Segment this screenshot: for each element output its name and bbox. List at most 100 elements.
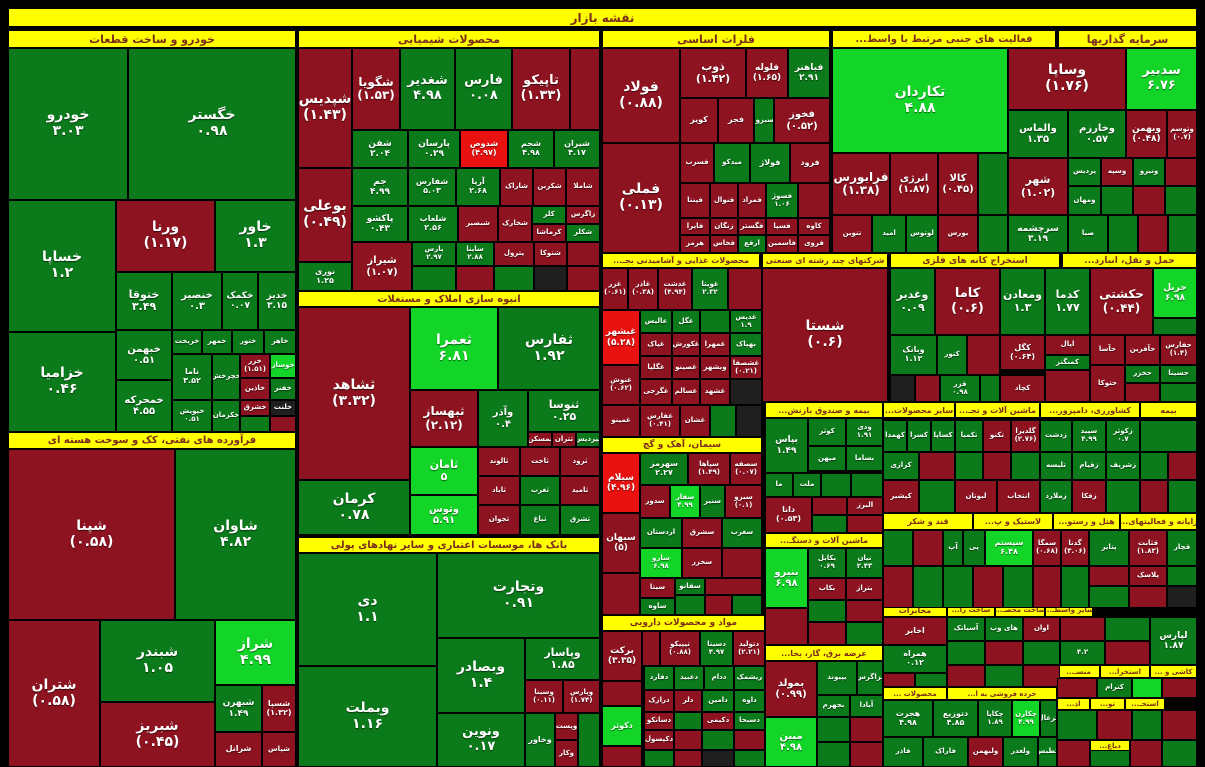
treemap-tile[interactable] — [1140, 420, 1197, 452]
treemap-tile[interactable]: ثامید — [560, 476, 600, 505]
treemap-tile[interactable] — [1133, 186, 1165, 215]
treemap-tile[interactable]: سشرق — [682, 518, 722, 548]
treemap-tile[interactable]: شبهرن ۱.۴۹ — [215, 685, 262, 732]
treemap-tile[interactable] — [602, 681, 642, 706]
treemap-tile[interactable]: شدوص (۴.۹۷) — [460, 130, 508, 168]
treemap-tile[interactable] — [456, 266, 494, 291]
treemap-tile[interactable]: ثامان ۵ — [410, 447, 478, 495]
treemap-tile[interactable]: عالیس — [640, 310, 672, 333]
treemap-tile[interactable] — [955, 452, 983, 480]
treemap-tile[interactable] — [728, 268, 762, 310]
treemap-tile[interactable] — [736, 405, 762, 437]
treemap-tile[interactable]: گلدیرا (۲.۷۶) — [1011, 420, 1040, 452]
treemap-tile[interactable]: ومعادن ۱.۳ — [1000, 268, 1045, 335]
treemap-tile[interactable]: تیپیکو (۰.۸۸) — [660, 631, 700, 666]
treemap-tile[interactable]: سفار ۴.۹۹ — [670, 485, 700, 518]
treemap-tile[interactable]: سیستم ۶.۴۸ — [985, 530, 1033, 566]
treemap-tile[interactable] — [567, 266, 600, 291]
treemap-tile[interactable]: غفارس (۰.۴۱) — [640, 405, 680, 437]
treemap-tile[interactable]: وپست — [555, 713, 578, 740]
treemap-tile[interactable]: فاراک — [923, 737, 968, 767]
treemap-tile[interactable]: کالا (۰.۴۵) — [938, 153, 978, 215]
treemap-tile[interactable] — [1125, 383, 1160, 402]
treemap-tile[interactable]: فباهنر ۲.۹۱ — [788, 48, 830, 98]
treemap-tile[interactable] — [978, 153, 1008, 215]
treemap-tile[interactable]: حتوکا — [1090, 365, 1125, 402]
treemap-tile[interactable]: شتران (۰.۵۸) — [8, 620, 100, 767]
treemap-tile[interactable] — [674, 730, 702, 750]
treemap-tile[interactable]: شرانل — [215, 732, 262, 767]
treemap-tile[interactable]: های وب — [985, 617, 1023, 641]
treemap-tile[interactable]: سنیر — [700, 485, 725, 518]
treemap-tile[interactable]: سدور — [640, 485, 670, 518]
treemap-tile[interactable]: اخابر — [883, 617, 947, 645]
treemap-tile[interactable]: والماس ۱.۳۵ — [1008, 110, 1068, 158]
treemap-tile[interactable]: ثفارس ۱.۹۲ — [498, 307, 600, 390]
treemap-tile[interactable]: زفکا — [1072, 480, 1106, 513]
treemap-tile[interactable]: وآذر ۰.۴ — [478, 390, 528, 447]
treemap-tile[interactable]: ثتران — [552, 432, 576, 447]
treemap-tile[interactable]: اپال — [1045, 335, 1090, 355]
treemap-tile[interactable]: قچار — [1167, 530, 1197, 566]
treemap-tile[interactable]: فخاس — [710, 235, 738, 253]
treemap-tile[interactable]: بکابل ۰.۶۹ — [808, 548, 846, 578]
treemap-tile[interactable] — [812, 497, 847, 515]
treemap-tile[interactable]: ولغدر — [1003, 737, 1038, 767]
treemap-tile[interactable]: فسپا — [766, 218, 798, 235]
treemap-tile[interactable] — [674, 712, 702, 730]
treemap-tile[interactable] — [1140, 452, 1168, 480]
treemap-tile[interactable]: آبادا — [850, 695, 883, 717]
treemap-tile[interactable]: بساما — [846, 446, 883, 471]
treemap-tile[interactable]: زشریف — [1106, 452, 1140, 480]
treemap-tile[interactable]: کزغال — [1040, 700, 1057, 737]
treemap-tile[interactable]: خبهمن ۰.۵۱ — [116, 330, 172, 380]
treemap-tile[interactable]: فولاد (۰.۸۸) — [602, 48, 680, 143]
treemap-tile[interactable]: فولاژ — [750, 143, 790, 183]
treemap-tile[interactable]: خکمک ۰.۰۷ — [222, 272, 258, 330]
treemap-tile[interactable]: همراه ۰.۱۲ — [883, 645, 947, 673]
treemap-tile[interactable]: شیران ۴.۱۷ — [554, 130, 600, 168]
treemap-tile[interactable]: درازک — [644, 690, 674, 712]
treemap-tile[interactable]: شاوان ۴.۸۲ — [175, 449, 296, 620]
treemap-tile[interactable] — [1162, 678, 1197, 698]
treemap-tile[interactable]: دامین — [702, 690, 734, 712]
treemap-tile[interactable]: تنوین — [832, 215, 872, 253]
treemap-tile[interactable]: غویتا ۲.۳۲ — [692, 268, 728, 310]
treemap-tile[interactable]: شکلر — [566, 224, 600, 242]
treemap-tile[interactable]: ثشرق — [560, 505, 600, 535]
treemap-tile[interactable] — [1108, 215, 1138, 253]
treemap-tile[interactable]: تکاردان ۴.۸۸ — [832, 48, 1008, 153]
treemap-tile[interactable]: حکشتی (۰.۴۴) — [1090, 268, 1153, 335]
treemap-tile[interactable] — [850, 717, 883, 742]
treemap-tile[interactable]: ودی ۱.۹۱ — [846, 418, 883, 446]
treemap-tile[interactable]: پترول — [494, 242, 534, 266]
treemap-tile[interactable] — [700, 310, 730, 333]
treemap-tile[interactable]: فسبزوار — [754, 98, 774, 143]
treemap-tile[interactable]: شکربن — [533, 168, 566, 206]
treemap-tile[interactable]: فپنتا — [680, 183, 710, 218]
treemap-tile[interactable] — [1101, 186, 1133, 215]
treemap-tile[interactable]: ثشاهد (۳.۳۲) — [298, 307, 410, 480]
treemap-tile[interactable] — [730, 379, 762, 405]
treemap-tile[interactable]: وساپا (۱.۷۶) — [1008, 48, 1126, 110]
treemap-tile[interactable] — [1160, 383, 1197, 402]
treemap-tile[interactable]: خکرمان — [212, 400, 240, 432]
treemap-tile[interactable]: سپاها (۱.۴۹) — [688, 453, 730, 485]
treemap-tile[interactable] — [1168, 452, 1197, 480]
treemap-tile[interactable]: بکاب — [808, 578, 846, 600]
treemap-tile[interactable]: غمهرا — [700, 333, 730, 356]
treemap-tile[interactable]: فارس ۰.۰۸ — [455, 48, 512, 130]
treemap-tile[interactable]: وسینا (۰.۱۱) — [525, 680, 563, 713]
treemap-tile[interactable]: البرز — [847, 497, 883, 515]
treemap-tile[interactable]: ثمسکن — [528, 432, 552, 447]
treemap-tile[interactable]: ورنا (۱.۱۷) — [116, 200, 215, 272]
treemap-tile[interactable]: وبصادر ۱.۴ — [437, 638, 525, 713]
treemap-tile[interactable] — [412, 266, 456, 291]
treemap-tile[interactable]: زملارد — [1040, 480, 1072, 513]
treemap-tile[interactable] — [534, 266, 567, 291]
treemap-tile[interactable]: شاملا — [566, 168, 600, 206]
treemap-tile[interactable]: انتخاب — [997, 480, 1040, 513]
treemap-tile[interactable]: فزر ۰.۹۸ — [940, 375, 980, 402]
treemap-tile[interactable]: تکنو — [983, 420, 1011, 452]
treemap-tile[interactable]: فرابورس (۱.۳۸) — [832, 153, 890, 215]
